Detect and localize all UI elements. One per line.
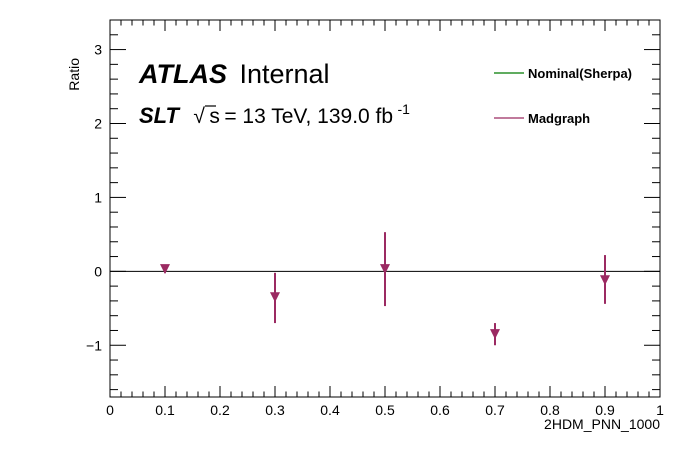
x-tick-label: 0.1	[155, 402, 175, 418]
sqrt-symbol: √	[193, 105, 205, 128]
y-axis-label: Ratio	[66, 58, 82, 91]
data-point-marker	[380, 264, 390, 275]
data-points	[160, 232, 610, 346]
x-tick-label: 0.5	[375, 402, 395, 418]
x-tick-label: 0.8	[540, 402, 560, 418]
x-tick-label: 0	[106, 402, 114, 418]
x-axis-label: 2HDM_PNN_1000	[544, 416, 660, 432]
y-tick-label: 2	[94, 115, 102, 131]
y-tick-labels: −1 0 1 2 3	[86, 42, 102, 354]
x-tick-label: 0.6	[430, 402, 450, 418]
x-tick-label: 0.7	[485, 402, 505, 418]
lumi-exponent: -1	[398, 101, 411, 117]
energy-text: = 13 TeV, 139.0 fb	[224, 105, 393, 128]
data-point-marker	[600, 275, 610, 286]
channel-label: SLT	[139, 103, 180, 128]
x-tick-label: 1	[656, 402, 664, 418]
experiment-name: ATLAS	[138, 59, 227, 89]
y-tick-label: −1	[86, 337, 102, 353]
x-tick-label: 0.2	[210, 402, 230, 418]
data-point-marker	[270, 292, 280, 303]
atlas-label: ATLAS Internal	[138, 59, 330, 89]
legend: Nominal(Sherpa) Madgraph	[494, 66, 632, 126]
x-tick-labels: 0 0.1 0.2 0.3 0.4 0.5 0.6 0.7 0.8 0.9 1	[106, 402, 664, 418]
x-tick-label: 0.4	[320, 402, 340, 418]
legend-label-madgraph: Madgraph	[528, 111, 590, 126]
energy-label: SLT √ s = 13 TeV, 139.0 fb -1	[139, 101, 410, 128]
y-tick-label: 3	[94, 42, 102, 58]
data-point-marker	[490, 329, 500, 340]
y-tick-label: 1	[94, 189, 102, 205]
y-tick-label: 0	[94, 263, 102, 279]
data-point-marker	[160, 264, 170, 275]
x-tick-label: 0.9	[595, 402, 615, 418]
legend-label-nominal: Nominal(Sherpa)	[528, 66, 632, 81]
status-label: Internal	[239, 59, 329, 89]
x-tick-label: 0.3	[265, 402, 285, 418]
s-symbol: s	[209, 105, 220, 128]
